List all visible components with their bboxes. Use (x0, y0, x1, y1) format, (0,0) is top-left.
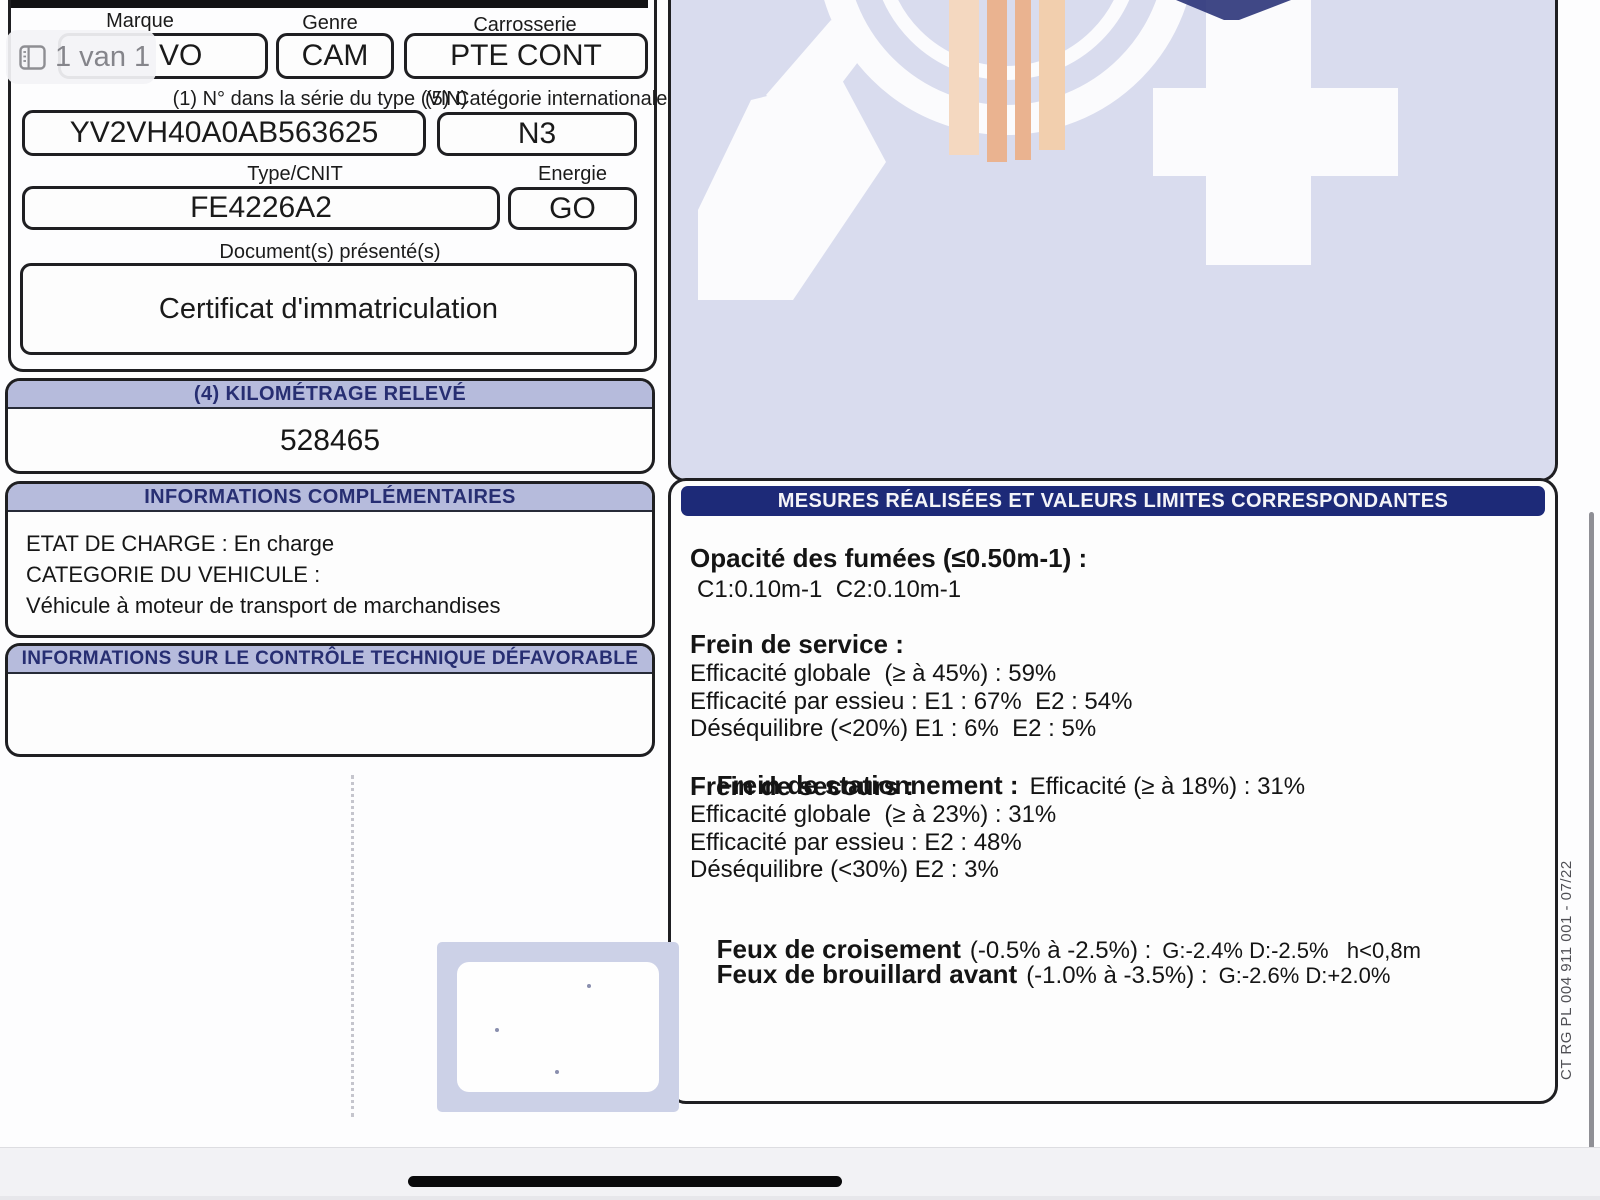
frein-service-title: Frein de service : (690, 629, 904, 659)
frein-service-line: Efficacité globale (≥ à 45%) : 59% (690, 660, 1057, 687)
feux-croisement-range: (-0.5% à -2.5%) : (969, 937, 1152, 964)
stamp-inner (457, 962, 659, 1092)
mesures-header: MESURES RÉALISÉES ET VALEURS LIMITES COR… (681, 486, 1545, 516)
frein-service-line: Efficacité par essieu : E1 : 67% E2 : 54… (690, 688, 1133, 715)
page-indicator-label: 1 van 1 (55, 40, 151, 73)
stamp-mark (495, 1028, 499, 1032)
stamp-mark (587, 984, 591, 988)
field-vin: YV2VH40A0AB563625 (22, 110, 426, 156)
frein-service-line: Déséquilibre (<20%) E1 : 6% E2 : 5% (690, 715, 1097, 742)
infos-complementaires-section: INFORMATIONS COMPLÉMENTAIRES ETAT DE CHA… (5, 481, 655, 638)
controle-defavorable-header: INFORMATIONS SUR LE CONTRÔLE TECHNIQUE D… (8, 646, 652, 674)
feux-brouillard-line: Feux de brouillard avant (-1.0% à -3.5%) … (690, 931, 1391, 1018)
field-categorie: N3 (437, 112, 637, 156)
info-line: CATEGORIE DU VEHICULE : (26, 562, 321, 587)
frein-secours-line: Efficacité globale (≥ à 23%) : 31% (690, 801, 1057, 828)
identification-section-frame (8, 0, 657, 372)
feux-brouillard-values: G:-2.6% D:+2.0% (1218, 963, 1391, 988)
feux-croisement-values: G:-2.4% D:-2.5% h<0,8m (1162, 938, 1421, 963)
kilometrage-value: 528465 (279, 424, 381, 457)
kilometrage-section: (4) KILOMÉTRAGE RELEVÉ 528465 (5, 378, 655, 474)
form-reference: CT RG PL 004 911 001 - 07/22 (1558, 860, 1575, 1080)
field-label-genre: Genre (302, 12, 358, 34)
stamp-area (437, 942, 679, 1112)
info-line: ETAT DE CHARGE : En charge (26, 531, 335, 556)
watermark-panel (668, 0, 1558, 482)
field-genre: CAM (276, 33, 394, 79)
controle-defavorable-section: INFORMATIONS SUR LE CONTRÔLE TECHNIQUE D… (5, 643, 655, 757)
info-line: Véhicule à moteur de transport de marcha… (26, 593, 501, 618)
field-label-documents: Document(s) présenté(s) (219, 241, 441, 263)
scrollbar-thumb[interactable] (1589, 512, 1594, 1164)
kilometrage-header: (4) KILOMÉTRAGE RELEVÉ (8, 381, 652, 409)
feux-croisement-title: Feux de croisement (716, 934, 961, 964)
opacite-values: C1:0.10m-1 C2:0.10m-1 (697, 576, 962, 603)
mesures-section: MESURES RÉALISÉES ET VALEURS LIMITES COR… (668, 478, 1558, 1104)
field-label-categorie: (5) Catégorie internationale (425, 88, 668, 110)
page-indicator: 1 van 1 (6, 30, 156, 84)
home-indicator[interactable] (408, 1176, 842, 1187)
feux-brouillard-range: (-1.0% à -3.5%) : (1026, 962, 1208, 989)
frein-secours-line: Déséquilibre (<30%) E2 : 3% (690, 856, 999, 883)
field-energie: GO (508, 187, 637, 230)
field-documents-presentes: Certificat d'immatriculation (20, 263, 637, 355)
bottom-bar (0, 1147, 1600, 1200)
field-type-cnit: FE4226A2 (22, 186, 500, 230)
field-label-vin: (1) N° dans la série du type (VIN) (172, 88, 468, 110)
field-label-marque: Marque (106, 10, 174, 32)
frein-secours-line: Efficacité par essieu : E2 : 48% (690, 829, 1022, 856)
opacite-title: Opacité des fumées (≤0.50m-1) : (690, 543, 1088, 573)
cutoff-box-edge (8, 0, 648, 8)
infos-complementaires-header: INFORMATIONS COMPLÉMENTAIRES (8, 484, 652, 512)
bottom-edge (0, 1196, 1600, 1200)
stamp-mark (555, 1070, 559, 1074)
feux-croisement-line: Feux de croisement (-0.5% à -2.5%) : G:-2.… (690, 906, 1421, 993)
frein-stationnement-line: Frein de stationnement : Efficacité (≥ à … (690, 742, 1305, 829)
feux-brouillard-title: Feux de brouillard avant (716, 959, 1018, 989)
frein-secours-title: Frein de secours : (690, 771, 914, 801)
page-thumbnails-icon[interactable] (19, 44, 46, 70)
frein-stationnement-title: Frein de stationnement : (716, 770, 1019, 800)
field-carrosserie: PTE CONT (404, 33, 648, 79)
watermark-emblem (698, 0, 1398, 300)
frein-stationnement-value: Efficacité (≥ à 18%) : 31% (1029, 773, 1306, 800)
field-label-energie: Energie (538, 163, 607, 185)
perforation-edge (351, 775, 354, 1117)
field-label-carrosserie: Carrosserie (473, 14, 577, 36)
field-label-type: Type/CNIT (247, 163, 343, 185)
